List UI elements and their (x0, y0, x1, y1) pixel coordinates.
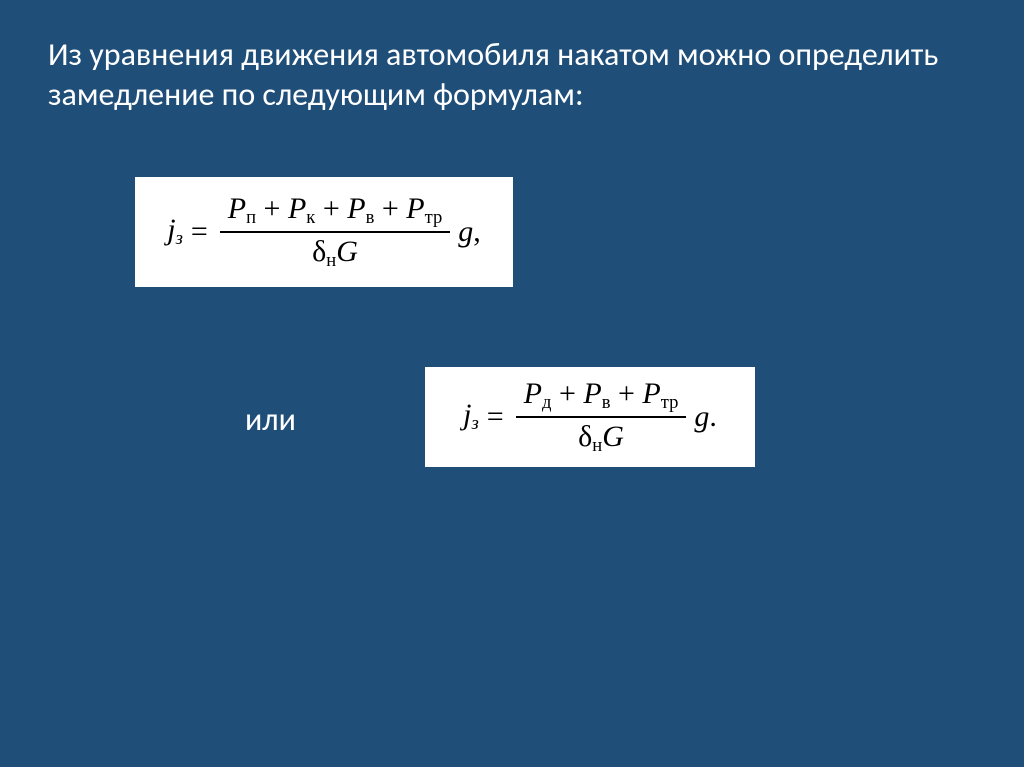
f2-g: g (694, 400, 709, 433)
f1-plus1: + (256, 192, 288, 225)
f2-denominator: δнG (570, 418, 632, 459)
formula-2: jз = Pд + Pв + Pтр δнG g. (425, 367, 755, 467)
slide-title: Из уравнения движения автомобиля накатом… (48, 35, 958, 115)
f1-equals: = (191, 215, 208, 249)
f2-p1: P (524, 377, 542, 410)
f2-delta-sub: н (592, 435, 602, 456)
f1-s2: к (306, 208, 315, 229)
f1-trail: g, (458, 215, 481, 249)
f2-fraction: Pд + Pв + Pтр δнG (516, 375, 687, 458)
f1-delta: δ (312, 235, 326, 268)
f2-plus1: + (551, 377, 583, 410)
f2-lhs-sub: з (471, 414, 478, 435)
f2-trail: g. (694, 400, 717, 434)
f2-plus2: + (610, 377, 642, 410)
f1-punct: , (473, 215, 481, 248)
f1-lhs-sub: з (176, 229, 183, 250)
f2-s3: тр (661, 393, 679, 414)
f2-punct: . (709, 400, 717, 433)
f1-G: G (336, 235, 358, 268)
f1-plus3: + (374, 192, 406, 225)
f1-lhs-var: j (167, 213, 175, 246)
f1-lhs: jз (167, 213, 183, 250)
f2-p3: P (642, 377, 660, 410)
f1-p2: P (288, 192, 306, 225)
f2-delta: δ (578, 420, 592, 453)
f1-g: g (458, 215, 473, 248)
f2-G: G (602, 420, 624, 453)
f1-p4: P (406, 192, 424, 225)
equation-2: jз = Pд + Pв + Pтр δнG g. (463, 375, 717, 458)
f1-p1: P (228, 192, 246, 225)
f2-p2: P (583, 377, 601, 410)
f1-numerator: Pп + Pк + Pв + Pтр (220, 190, 451, 233)
equation-1: jз = Pп + Pк + Pв + Pтр δнG g, (167, 190, 481, 273)
f1-plus2: + (315, 192, 347, 225)
f1-denominator: δнG (304, 233, 366, 274)
slide: Из уравнения движения автомобиля накатом… (0, 0, 1024, 767)
f1-delta-sub: н (326, 250, 336, 271)
f1-p3: P (347, 192, 365, 225)
f2-numerator: Pд + Pв + Pтр (516, 375, 687, 418)
f1-fraction: Pп + Pк + Pв + Pтр δнG (220, 190, 451, 273)
f2-lhs: jз (463, 398, 479, 435)
f2-equals: = (487, 400, 504, 434)
f1-s4: тр (425, 208, 443, 229)
f1-s1: п (246, 208, 256, 229)
connector-text: или (245, 400, 296, 439)
formula-1: jз = Pп + Pк + Pв + Pтр δнG g, (135, 177, 513, 287)
